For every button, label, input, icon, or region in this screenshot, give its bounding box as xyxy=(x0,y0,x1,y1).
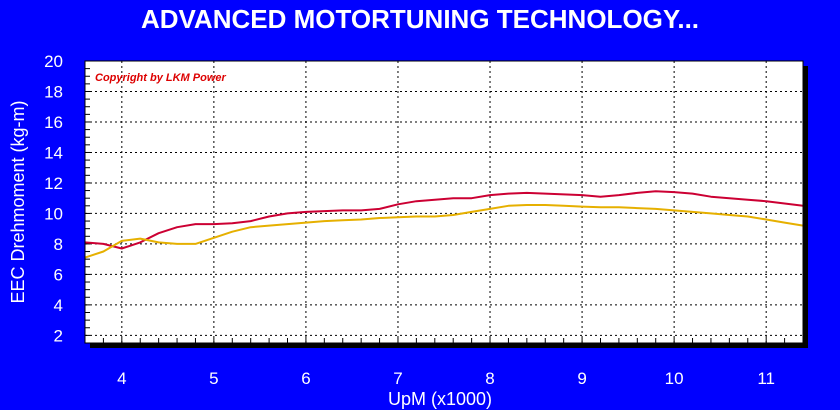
plot-border xyxy=(84,60,804,344)
y-tick-label: 20 xyxy=(44,52,63,71)
y-tick-label: 8 xyxy=(54,235,63,254)
series-line-2 xyxy=(84,204,804,259)
plot-area xyxy=(85,61,803,343)
x-tick-label: 4 xyxy=(117,369,126,388)
x-tick-label: 6 xyxy=(301,369,310,388)
x-axis-label: UpM (x1000) xyxy=(388,389,492,409)
x-tick-label: 10 xyxy=(665,369,684,388)
y-axis-label: EEC Drehmoment (kg-m) xyxy=(8,100,28,303)
y-tick-label: 10 xyxy=(44,204,63,223)
x-tick-labels: 4 5 6 7 8 9 10 11 xyxy=(117,369,775,388)
y-tick-label: 6 xyxy=(54,265,63,284)
y-tick-label: 12 xyxy=(44,174,63,193)
x-tick-label: 9 xyxy=(577,369,586,388)
chart-title: ADVANCED MOTORTUNING TECHNOLOGY... xyxy=(141,4,699,34)
x-tick-label: 5 xyxy=(209,369,218,388)
grid xyxy=(85,60,803,343)
x-tick-label: 11 xyxy=(757,369,775,388)
y-tick-label: 2 xyxy=(54,326,63,345)
x-tick-label: 8 xyxy=(485,369,494,388)
series-layer xyxy=(84,190,804,259)
y-tick-label: 4 xyxy=(54,296,63,315)
copyright-watermark: Copyright by LKM Power xyxy=(95,72,227,84)
y-tick-labels: 2 4 6 8 10 12 14 16 18 20 xyxy=(44,52,63,345)
series-line-1 xyxy=(84,190,804,250)
y-tick-label: 16 xyxy=(44,113,63,132)
x-tick-label: 7 xyxy=(393,369,402,388)
y-tick-label: 14 xyxy=(44,143,63,162)
y-tick-label: 18 xyxy=(44,82,63,101)
